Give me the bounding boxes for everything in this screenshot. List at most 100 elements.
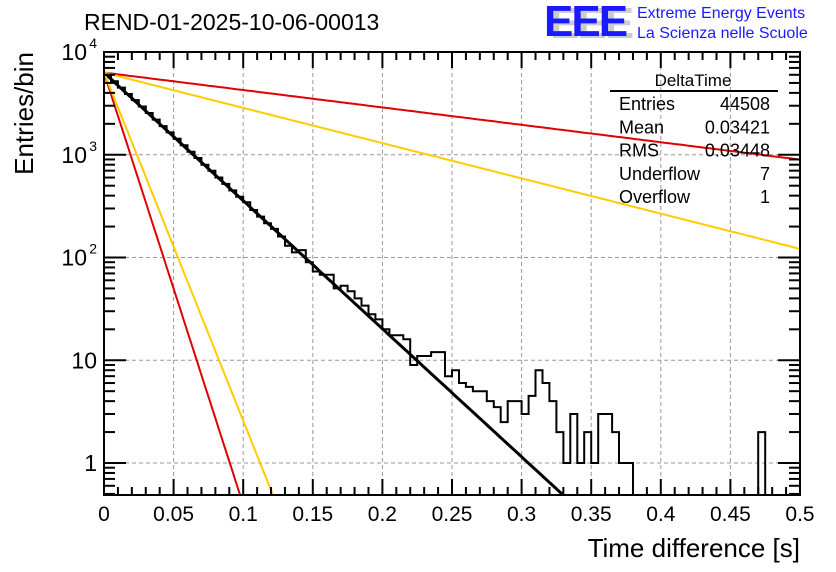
histogram-bin xyxy=(556,432,563,495)
histogram-bin xyxy=(577,463,584,495)
histogram-bin xyxy=(515,401,522,495)
histogram-bin xyxy=(160,126,167,495)
stats-value: 0.03421 xyxy=(705,117,770,137)
histogram-bin xyxy=(382,329,389,495)
histogram-bin xyxy=(396,335,403,495)
stats-rows: Entries 44508 Mean 0.03421 RMS 0.03448Underfl… xyxy=(619,94,770,207)
histogram-bin xyxy=(403,339,410,495)
histogram-bin xyxy=(424,356,431,495)
histogram-bin xyxy=(118,88,125,495)
y-tick-label: 10 xyxy=(61,142,87,168)
fit-curves xyxy=(104,71,800,495)
histogram-bin xyxy=(306,262,313,495)
stats-value: 1 xyxy=(760,187,770,207)
histogram-bin xyxy=(334,288,341,495)
histogram-bin xyxy=(501,422,508,495)
grid xyxy=(104,51,800,495)
x-axis-label: Time difference [s] xyxy=(588,533,800,563)
x-tick-label: 0.45 xyxy=(710,503,751,526)
histogram-bin xyxy=(285,246,292,495)
histogram-bin xyxy=(271,229,278,495)
x-tick-label: 0.1 xyxy=(229,503,258,526)
histogram-bin xyxy=(563,463,570,495)
histogram-bin xyxy=(236,197,243,495)
x-tick-label: 0 xyxy=(98,503,110,526)
x-tick-label: 0.35 xyxy=(571,503,612,526)
histogram-bin xyxy=(194,158,201,495)
histogram-bin xyxy=(153,120,160,495)
histogram-bin xyxy=(584,432,591,495)
stats-value: 0.03448 xyxy=(705,141,770,161)
axes xyxy=(103,51,801,496)
histogram-bin xyxy=(362,306,369,495)
histogram-bin xyxy=(299,250,306,495)
logo-letters-shadow: EEE xyxy=(550,0,633,48)
curve-red-steep xyxy=(104,72,242,495)
x-tick-label: 0.15 xyxy=(292,503,333,526)
histogram-bin xyxy=(605,414,612,495)
x-tick-label: 0.3 xyxy=(507,503,536,526)
eee-logo: EEE EEE Extreme Energy Events La Scienza… xyxy=(544,0,808,48)
histogram-bin xyxy=(341,286,348,495)
histogram-bin xyxy=(598,414,605,495)
histogram-bin xyxy=(591,463,598,495)
histogram-bin xyxy=(758,432,765,495)
logo-line1: Extreme Energy Events xyxy=(637,5,805,22)
histogram-bin xyxy=(292,252,299,495)
histogram-bin xyxy=(375,319,382,495)
histogram-bin xyxy=(410,365,417,495)
histogram xyxy=(104,73,767,495)
histogram-bin xyxy=(494,407,501,495)
x-tick-labels: 0 0.05 0.1 0.15 0.2 0.25 0.3 0.35 0.4 0.45 0.5 xyxy=(98,503,814,526)
histogram-bin xyxy=(167,132,174,495)
histogram-bin xyxy=(570,414,577,495)
histogram-bin xyxy=(473,391,480,495)
histogram-bin xyxy=(264,223,271,495)
histogram-bin xyxy=(278,237,285,495)
stats-label: Underflow xyxy=(619,164,701,184)
histogram-bin xyxy=(438,352,445,495)
x-tick-label: 0.05 xyxy=(153,503,194,526)
histogram-bin xyxy=(480,391,487,495)
histogram-bin xyxy=(487,401,494,495)
histogram-bin xyxy=(466,387,473,495)
x-tick-label: 0.2 xyxy=(368,503,397,526)
histogram-bin xyxy=(313,272,320,495)
logo-letters: EEE xyxy=(544,0,627,46)
stats-label: RMS xyxy=(619,141,659,161)
histogram-bin xyxy=(522,414,529,495)
x-tick-label: 0.25 xyxy=(432,503,473,526)
stats-title: DeltaTime xyxy=(655,71,732,90)
curve-yellow-steep xyxy=(104,72,274,495)
stats-box: DeltaTime Entries 44508 Mean 0.03421 RMS 0.03… xyxy=(610,71,778,207)
histogram-bin xyxy=(146,113,153,495)
x-tick-label: 0.5 xyxy=(785,503,814,526)
stats-value: 44508 xyxy=(720,94,770,114)
chart-title: REND-01-2025-10-06-00013 xyxy=(84,9,379,35)
histogram-bin xyxy=(208,171,215,495)
y-tick-label: 1 xyxy=(84,450,97,476)
histogram-bin xyxy=(626,463,633,495)
histogram-bin xyxy=(243,202,250,495)
histogram-bin xyxy=(417,356,424,495)
histogram-bin xyxy=(529,396,536,495)
curve-yellow-shallow xyxy=(104,71,800,250)
y-tick-label: 10 xyxy=(71,347,97,373)
histogram-bin xyxy=(174,139,181,495)
x-tick-label: 0.4 xyxy=(646,503,676,526)
histogram-bin xyxy=(452,370,459,495)
y-tick-label: 10 xyxy=(61,39,87,65)
histogram-bin xyxy=(348,291,355,495)
logo-line2: La Scienza nelle Scuole xyxy=(637,25,808,42)
histogram-bin xyxy=(368,314,375,495)
histogram-bin xyxy=(619,463,626,495)
histogram-bin xyxy=(389,335,396,495)
curve-red-shallow xyxy=(104,71,800,161)
histogram-bin xyxy=(215,178,222,495)
histogram-bin xyxy=(188,152,195,495)
stats-label: Entries xyxy=(619,94,675,114)
histogram-bin xyxy=(445,376,452,495)
stats-value: 7 xyxy=(760,164,770,184)
